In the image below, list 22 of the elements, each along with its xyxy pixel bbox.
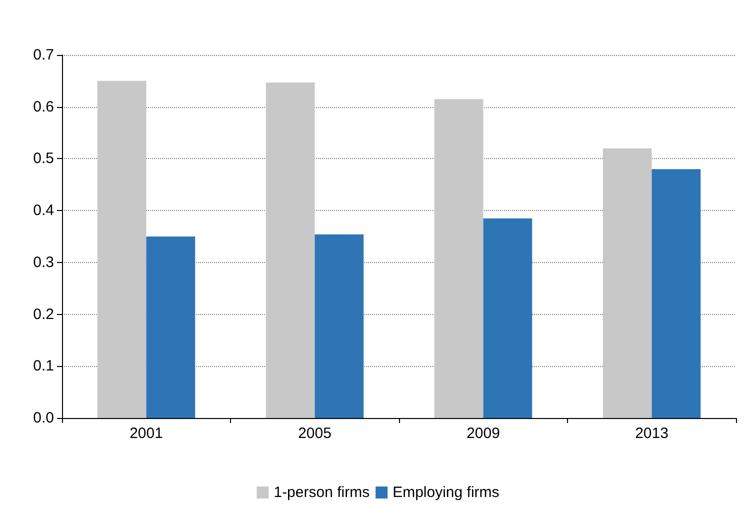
x-tick-label: 2001	[130, 425, 163, 442]
y-tick-label: 0.2	[33, 306, 54, 323]
bar	[483, 218, 532, 418]
x-tick-label: 2005	[298, 425, 332, 442]
y-tick-label: 0.0	[33, 410, 54, 426]
y-tick-label: 0.7	[33, 46, 54, 64]
x-tick-label: 2013	[635, 425, 668, 442]
legend-label: 1-person firms	[274, 484, 370, 501]
bar	[146, 236, 196, 418]
y-tick-label: 0.3	[33, 254, 54, 271]
y-tick-label: 0.1	[33, 358, 54, 375]
y-tick-label: 0.4	[33, 202, 54, 220]
x-tick-label: 2009	[466, 425, 500, 442]
bar	[602, 148, 652, 418]
legend-label: Employing firms	[392, 484, 500, 501]
bar	[652, 169, 701, 418]
y-tick-label: 0.6	[33, 98, 54, 116]
bar	[314, 234, 364, 418]
bar	[434, 99, 484, 418]
bar	[266, 82, 315, 418]
bar	[97, 80, 146, 418]
y-tick-label: 0.5	[33, 150, 54, 168]
